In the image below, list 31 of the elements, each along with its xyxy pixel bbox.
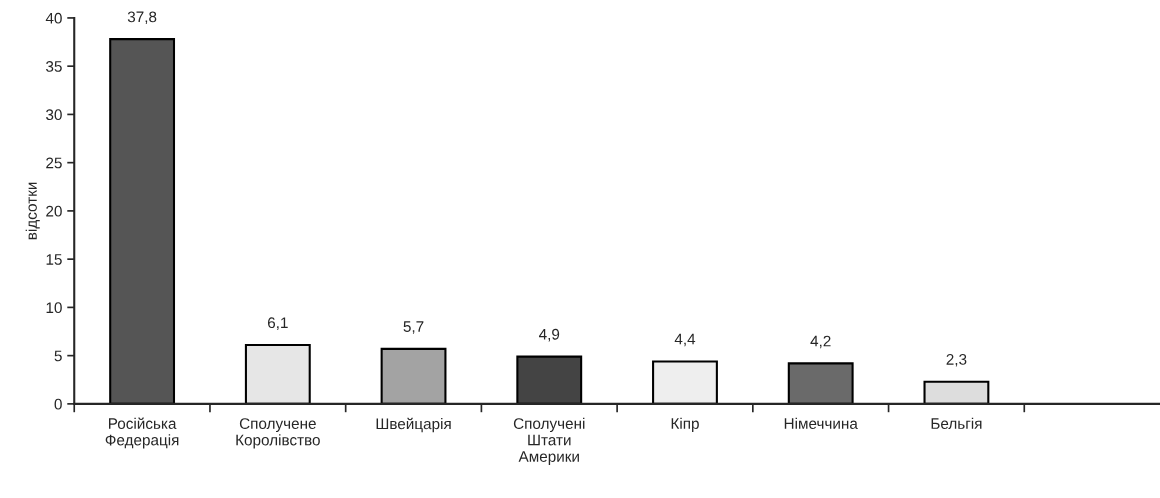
- y-tick-label: 20: [46, 205, 62, 217]
- data-label: 4,2: [810, 335, 831, 349]
- data-label: 4,9: [538, 328, 560, 342]
- y-tick-label: 0: [54, 398, 62, 410]
- y-axis-title: відсотки: [25, 182, 40, 240]
- x-tick-label: Швейцарія: [376, 417, 451, 433]
- x-tick-label: Бельгія: [931, 417, 982, 429]
- data-label: 2,3: [946, 353, 967, 367]
- bar: [516, 355, 583, 404]
- y-tick-label: 40: [45, 12, 62, 24]
- x-tick-label: Російська Федерація: [105, 417, 179, 449]
- data-label: 5,7: [403, 321, 424, 334]
- data-label: 37,8: [127, 11, 157, 25]
- bar: [652, 360, 718, 404]
- y-tick-label: 30: [46, 109, 62, 121]
- x-tick-label: Кіпр: [671, 417, 699, 433]
- y-tick-label: 25: [46, 157, 62, 169]
- bar: [923, 380, 990, 404]
- x-tick-label: Німеччина: [784, 417, 858, 429]
- x-tick-label: Сполучені Штати Америки: [513, 417, 585, 465]
- y-tick-label: 5: [54, 350, 62, 362]
- bar: [787, 362, 854, 404]
- bar: [380, 347, 447, 404]
- data-label: 6,1: [267, 317, 288, 330]
- bar: [109, 38, 176, 404]
- bar: [244, 343, 311, 404]
- y-tick-label: 10: [46, 302, 62, 314]
- y-tick-label: 35: [46, 61, 62, 72]
- data-label: 4,4: [674, 333, 696, 347]
- y-tick-label: 15: [46, 254, 62, 265]
- x-tick-label: Сполучене Королівство: [236, 418, 320, 449]
